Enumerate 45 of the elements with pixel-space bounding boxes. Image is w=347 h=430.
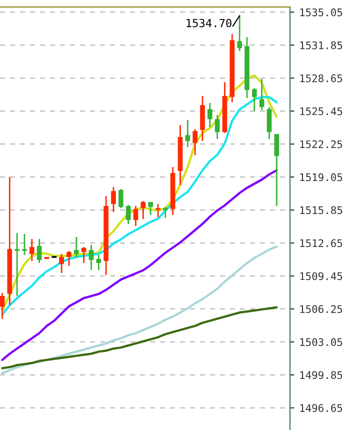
y-tick-label: 1512.65 — [300, 239, 342, 248]
candlestick — [207, 102, 212, 128]
candlestick — [88, 244, 94, 271]
candlestick — [259, 78, 264, 111]
candlestick — [111, 186, 116, 213]
candlestick — [237, 15, 242, 52]
y-tick-label: 1525.45 — [300, 107, 342, 116]
candlestick — [36, 238, 42, 264]
candlestick — [140, 200, 146, 220]
candlestick — [59, 253, 64, 274]
candlestick — [266, 106, 272, 140]
y-tick-label: 1522.25 — [300, 140, 342, 148]
y-tick-label: 1509.45 — [300, 272, 342, 280]
candlestick — [29, 238, 34, 262]
y-tick-label: 1528.65 — [300, 74, 342, 82]
candlestick — [154, 203, 162, 218]
candlestick — [74, 236, 79, 259]
y-tick-label: 1496.65 — [300, 404, 342, 412]
candlestick — [0, 292, 5, 320]
annotation: 1534.70 — [186, 18, 232, 28]
candlestick — [162, 206, 169, 219]
line-series — [1, 169, 278, 362]
candlestick — [185, 119, 190, 148]
candlestick — [192, 128, 198, 156]
candlestick — [96, 254, 102, 271]
candlestick — [66, 250, 72, 267]
line-series — [1, 245, 278, 374]
candlestick — [148, 201, 153, 216]
y-tick-label: 1515.85 — [300, 206, 342, 214]
y-tick-label: 1531.85 — [300, 41, 342, 50]
y-tick-label: 1503.05 — [300, 338, 342, 346]
y-tick-label: 1499.85 — [300, 371, 342, 380]
candlestick — [21, 233, 28, 256]
candlestick — [126, 204, 131, 225]
candlestick — [133, 205, 138, 227]
y-tick-label: 1535.05 — [300, 8, 342, 16]
candlestick — [118, 188, 124, 209]
candlestick — [214, 114, 220, 140]
y-tick-label: 1506.25 — [300, 305, 342, 314]
candlestick — [274, 133, 280, 207]
y-tick-label: 1519.05 — [300, 173, 342, 182]
candlestick — [81, 246, 86, 264]
candlestick — [252, 87, 257, 112]
candlestick — [14, 232, 20, 297]
line-series — [1, 306, 278, 370]
